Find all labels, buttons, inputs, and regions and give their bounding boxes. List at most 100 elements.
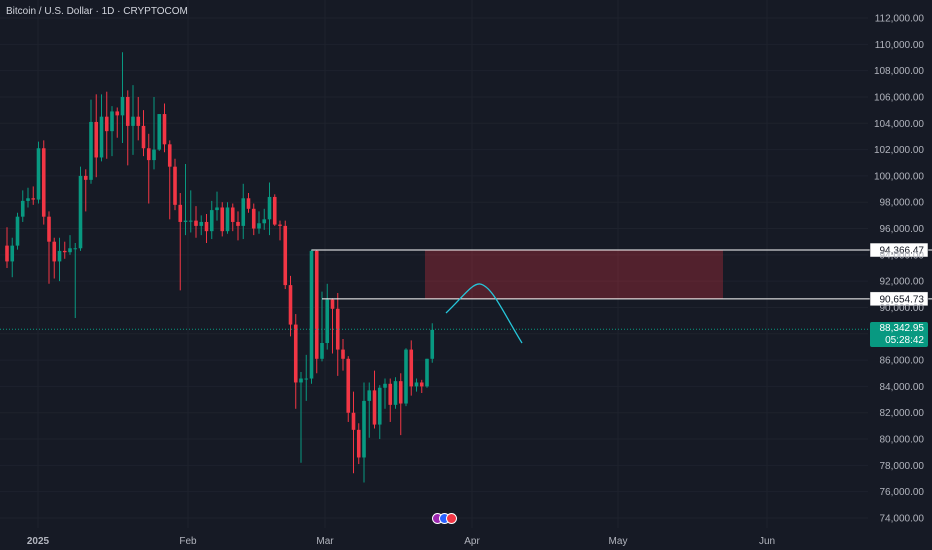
candle-body [236, 221, 240, 226]
candle-body [209, 210, 214, 232]
candle-body [377, 387, 382, 425]
price-tick-label: 108,000.00 [874, 66, 924, 77]
candle-body [204, 221, 209, 232]
candle-body [220, 207, 225, 232]
candle-body [346, 358, 351, 413]
candle-body [383, 383, 387, 388]
candle-body [241, 198, 246, 226]
candle-body [125, 96, 130, 126]
candle-body [414, 382, 419, 387]
price-tick-label: 86,000.00 [880, 356, 925, 367]
symbol-title: Bitcoin / U.S. Dollar · 1D · CRYPTOCOM [6, 6, 188, 17]
price-tick-label: 84,000.00 [880, 382, 925, 393]
candle-body [388, 383, 393, 405]
resistance-zone [425, 250, 723, 299]
candle-body [83, 175, 88, 180]
price-tick-label: 112,000.00 [875, 14, 925, 25]
candles [5, 52, 435, 483]
candle-body [115, 111, 120, 116]
price-tick-label: 94,000.00 [880, 250, 925, 261]
time-tick-label: Feb [179, 536, 197, 547]
candle-body [398, 381, 403, 404]
candle-body [57, 250, 62, 262]
time-tick-label: May [609, 536, 628, 547]
price-tick-label: 92,000.00 [880, 277, 925, 288]
candle-body [262, 219, 267, 224]
candle-body [68, 248, 72, 253]
candle-body [257, 223, 261, 229]
candle-body [246, 198, 251, 209]
price-tick-label: 98,000.00 [880, 198, 925, 209]
candle-body [173, 166, 177, 205]
candle-body [320, 343, 324, 359]
projection-curve [445, 283, 523, 344]
candle-body [36, 148, 41, 200]
candle-body [52, 241, 57, 262]
candle-body [272, 196, 277, 225]
candle-body [309, 250, 314, 379]
candle-body [31, 198, 36, 200]
candle-body [183, 220, 188, 222]
candle-body [157, 114, 162, 150]
time-tick-label: 2025 [27, 536, 50, 547]
candle-body [425, 358, 429, 387]
candle-body [409, 349, 414, 387]
candle-body [110, 111, 114, 132]
price-tick-label: 80,000.00 [880, 435, 925, 446]
price-tick-label: 76,000.00 [880, 487, 925, 498]
price-tick-label: 100,000.00 [874, 171, 924, 182]
candle-body [351, 412, 356, 430]
candle-body [78, 175, 83, 249]
level-price-label-bg [869, 291, 929, 307]
candle-body [146, 148, 151, 161]
candle-body [47, 216, 51, 242]
candle-body [288, 285, 293, 325]
drawings[interactable]: 94,366.47 90,654.73 [0, 242, 932, 344]
candle-body [20, 200, 25, 217]
candle-body [194, 220, 198, 226]
candle-body [94, 121, 99, 158]
candle-body [99, 116, 104, 158]
candle-body [104, 116, 109, 132]
candle-body [26, 198, 30, 201]
candle-body [362, 400, 366, 458]
candle-body [199, 221, 204, 226]
candle-body [314, 250, 319, 359]
bar-countdown: 05:28:42 [870, 335, 928, 347]
price-tick-label: 106,000.00 [874, 92, 924, 103]
candle-body [73, 248, 78, 250]
candle-body [162, 114, 167, 145]
candle-body [225, 207, 230, 232]
economic-event-icon[interactable] [446, 513, 457, 524]
price-axis[interactable]: 74,000.00 76,000.00 78,000.00 80,000.00 82,0… [874, 14, 924, 525]
candle-body [330, 299, 335, 309]
candle-body [278, 224, 282, 226]
candle-body [167, 144, 172, 167]
candle-body [430, 329, 435, 359]
candle-body [341, 349, 345, 359]
candle-body [393, 381, 398, 405]
time-axis[interactable]: 2025 Feb Mar Apr May Jun [27, 536, 775, 547]
candle-body [404, 349, 408, 404]
candle-body [131, 116, 135, 126]
candle-body [15, 216, 20, 246]
price-tick-label: 102,000.00 [874, 145, 924, 156]
level-price-label: 90,654.73 [880, 294, 925, 305]
price-tick-label: 82,000.00 [880, 408, 925, 419]
time-tick-label: Mar [316, 536, 334, 547]
candle-body [141, 125, 146, 149]
candle-body [215, 207, 219, 211]
candle-body [335, 308, 340, 350]
time-tick-label: Apr [464, 536, 480, 547]
price-tick-label: 78,000.00 [880, 461, 925, 472]
candle-body [178, 204, 183, 222]
candle-body [230, 207, 235, 222]
level-price-label: 94,366.47 [880, 246, 925, 257]
candle-body [299, 378, 303, 383]
candle-body [41, 148, 46, 217]
candle-body [367, 390, 372, 401]
candle-body [304, 378, 309, 380]
candle-body [356, 429, 361, 458]
